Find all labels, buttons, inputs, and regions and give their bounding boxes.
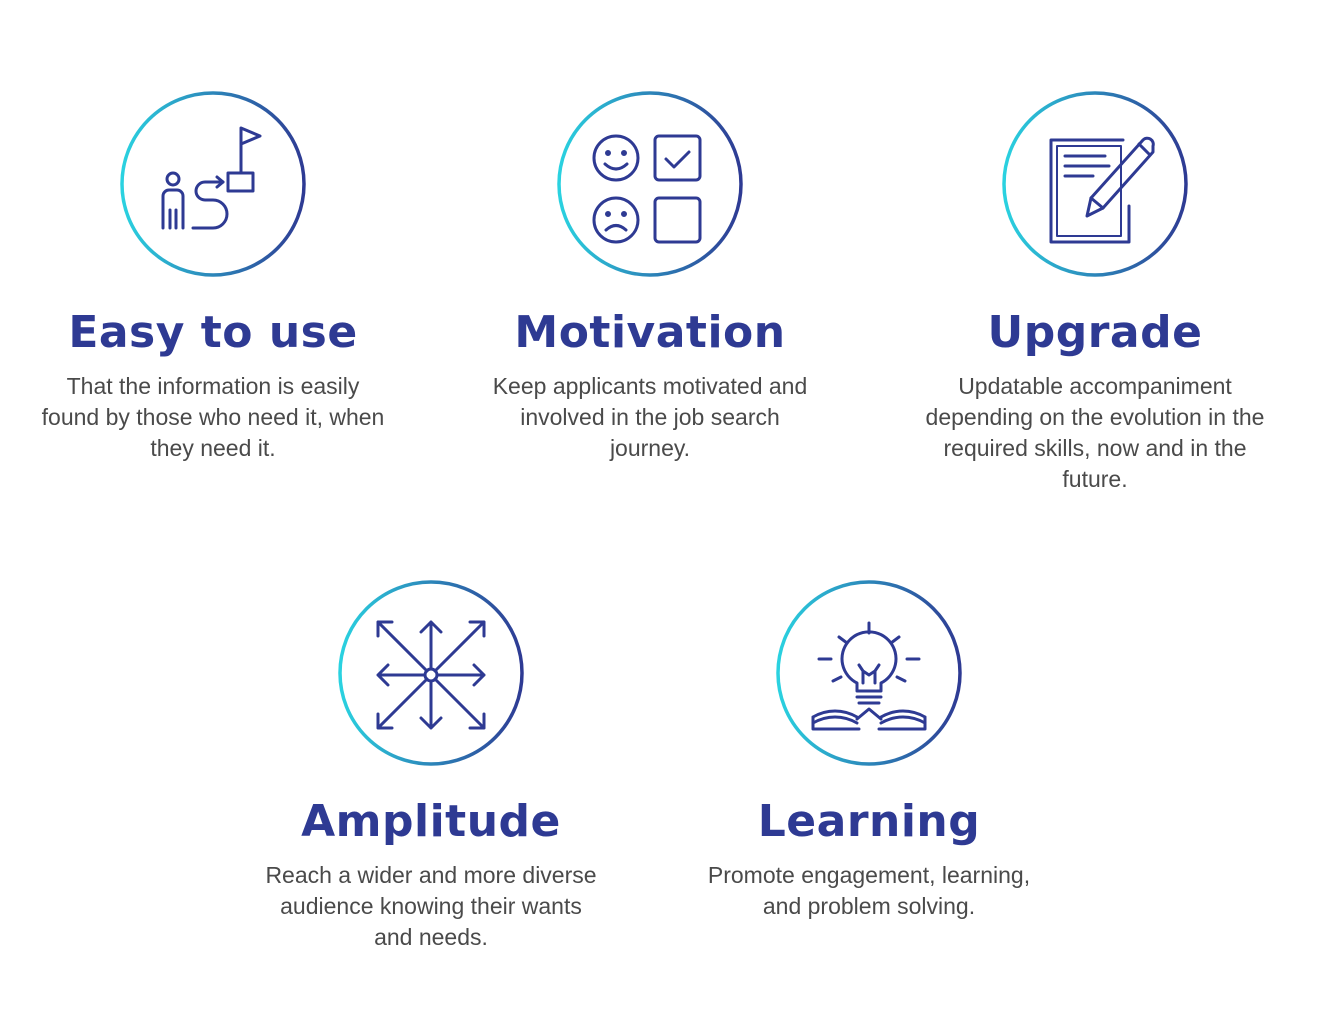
person-path-flag-icon — [161, 126, 262, 230]
feature-title: Motivation — [514, 307, 786, 358]
mood-checklist-icon — [592, 134, 702, 244]
feature-icon-circle — [555, 89, 745, 279]
feature-title: Upgrade — [987, 307, 1203, 358]
document-pencil-icon — [1049, 136, 1155, 244]
feature-amplitude: Amplitude Reach a wider and more diverse… — [241, 578, 621, 953]
feature-description: Reach a wider and more diverse audience … — [265, 862, 597, 950]
feature-icon-circle — [336, 578, 526, 768]
feature-learning: Learning Promote engagement, learning, a… — [679, 578, 1059, 922]
feature-icon-circle — [774, 578, 964, 768]
feature-title: Learning — [757, 796, 981, 847]
arrows-expand-icon — [376, 620, 486, 730]
feature-description: Promote engagement, learning, and proble… — [707, 862, 1031, 919]
lightbulb-book-icon — [811, 621, 927, 731]
feature-icon-circle — [1000, 89, 1190, 279]
feature-title: Easy to use — [68, 307, 358, 358]
feature-icon-circle — [118, 89, 308, 279]
feature-motivation: Motivation Keep applicants motivated and… — [460, 89, 840, 464]
feature-title: Amplitude — [301, 796, 561, 847]
feature-upgrade: Upgrade Updatable accompaniment dependin… — [905, 89, 1285, 495]
feature-easy-to-use: Easy to use That the information is easi… — [23, 89, 403, 464]
feature-description: That the information is easily found by … — [41, 373, 385, 461]
feature-description: Updatable accompaniment depending on the… — [925, 373, 1265, 492]
feature-description: Keep applicants motivated and involved i… — [492, 373, 808, 461]
